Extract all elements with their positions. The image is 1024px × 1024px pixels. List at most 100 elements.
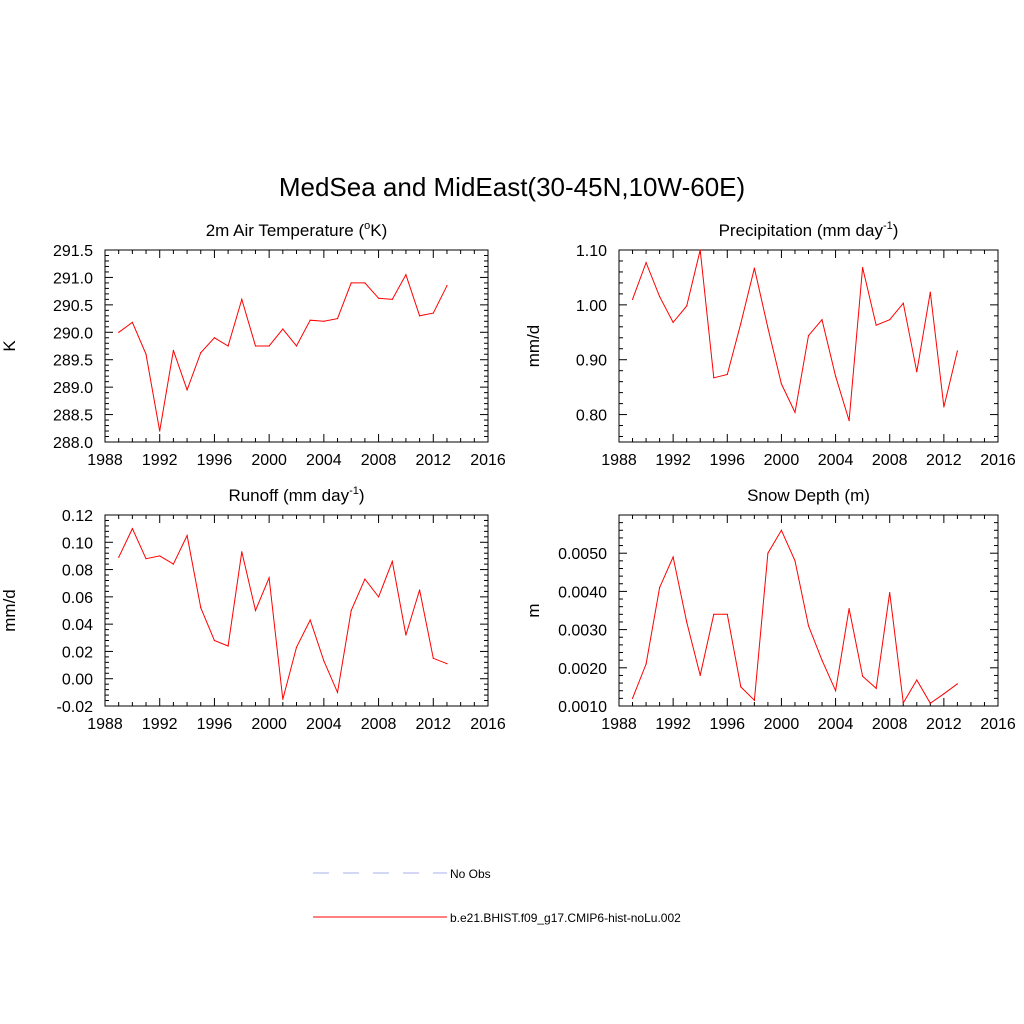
x-tick-label: 1988 (87, 452, 123, 469)
data-point (323, 660, 325, 662)
data-point (753, 699, 755, 701)
data-point (794, 560, 796, 562)
legend-entry: b.e21.BHIST.f09_g17.CMIP6-hist-noLu.002 (313, 911, 681, 925)
x-tick-label: 1988 (601, 452, 637, 469)
data-point (686, 305, 688, 307)
y-tick-label: 0.0020 (558, 661, 607, 678)
data-point (213, 337, 216, 339)
data-point (254, 345, 257, 347)
data-point (862, 675, 864, 677)
data-point (916, 371, 918, 373)
series-line (118, 273, 448, 432)
y-tick-label: -0.02 (57, 699, 94, 716)
x-tick-label: 2000 (251, 452, 287, 469)
legend: No Obs b.e21.BHIST.f09_g17.CMIP6-hist-noL… (313, 867, 681, 925)
data-point (767, 552, 769, 554)
data-point (405, 274, 407, 276)
data-point (282, 698, 284, 700)
data-point (631, 697, 634, 699)
data-point (726, 373, 728, 376)
data-point (336, 317, 339, 320)
plot-frame (104, 514, 489, 707)
legend-label: No Obs (450, 867, 491, 881)
data-point (419, 589, 421, 591)
y-tick-label: 0.08 (62, 563, 93, 580)
x-tick-label: 1996 (709, 716, 745, 733)
data-point (713, 377, 715, 379)
data-point (364, 578, 366, 580)
panel-title: Precipitation (mm day-1) (719, 220, 899, 240)
data-point (834, 375, 837, 377)
data-point (780, 529, 783, 531)
plot-frame (618, 514, 999, 707)
data-point (889, 591, 891, 594)
data-point (227, 345, 229, 347)
data-point (726, 613, 728, 615)
data-point (834, 690, 837, 692)
data-point (767, 327, 769, 329)
data-point (309, 319, 311, 321)
y-tick-label: 0.0010 (558, 699, 607, 716)
x-tick-label: 1988 (601, 716, 637, 733)
y-tick-label: 291.0 (53, 270, 93, 287)
plot-frame (618, 249, 999, 443)
data-point (405, 634, 407, 636)
x-tick-label: 2008 (361, 452, 397, 469)
data-point (929, 702, 931, 704)
data-point (145, 558, 147, 560)
data-point (377, 297, 380, 299)
data-point (848, 420, 850, 422)
y-tick-label: 289.5 (53, 353, 93, 370)
y-tick-label: 0.04 (62, 617, 93, 634)
data-point (740, 322, 742, 325)
data-point (254, 609, 257, 612)
data-point (672, 556, 674, 558)
y-tick-label: 288.5 (53, 408, 93, 425)
data-point (241, 551, 243, 553)
x-tick-label: 2004 (818, 452, 854, 469)
x-tick-label: 1992 (655, 716, 691, 733)
x-tick-label: 1996 (197, 716, 233, 733)
y-axis-label: m (524, 603, 543, 617)
data-point (446, 663, 448, 665)
data-point (391, 298, 393, 300)
data-point (740, 686, 742, 688)
data-point (213, 639, 216, 642)
data-point (446, 285, 448, 287)
data-point (186, 389, 188, 391)
y-tick-label: 0.90 (576, 353, 607, 370)
x-tick-label: 1992 (142, 452, 178, 469)
x-tick-label: 2004 (306, 716, 342, 733)
data-point (929, 291, 931, 293)
chart-panel-1: 1988 1992 1996 2000 2004 2008 2012 2016 288.0 288… (0, 220, 506, 469)
y-tick-label: 0.12 (62, 508, 93, 525)
y-tick-label: 288.0 (53, 435, 93, 452)
data-point (172, 563, 174, 565)
x-tick-label: 1988 (87, 716, 123, 733)
data-point (807, 625, 810, 627)
data-point (862, 266, 864, 269)
data-point (821, 319, 823, 321)
data-point (131, 321, 133, 324)
panel-title: 2m Air Temperature (oK) (206, 220, 388, 240)
x-tick-label: 2012 (415, 452, 451, 469)
data-point (391, 560, 393, 562)
y-tick-label: 0.10 (62, 535, 93, 552)
data-point (336, 691, 339, 693)
y-tick-label: 290.0 (53, 325, 93, 342)
data-point (241, 298, 243, 300)
data-point (350, 609, 352, 612)
chart-panel-3: 1988 1992 1996 2000 2004 2008 2012 2016 -0.02 0.0… (0, 485, 506, 733)
data-point (672, 321, 674, 324)
x-tick-label: 2008 (361, 716, 397, 733)
data-point (821, 659, 823, 661)
data-point (943, 406, 945, 408)
y-tick-label: 0.0040 (558, 584, 607, 601)
data-point (186, 534, 188, 537)
series-line (632, 249, 958, 421)
x-tick-label: 2016 (470, 452, 506, 469)
data-point (364, 282, 366, 284)
y-axis-label: mm/d (524, 325, 543, 368)
figure-title: MedSea and MidEast(30-45N,10W-60E) (279, 172, 745, 202)
data-point (131, 528, 133, 530)
